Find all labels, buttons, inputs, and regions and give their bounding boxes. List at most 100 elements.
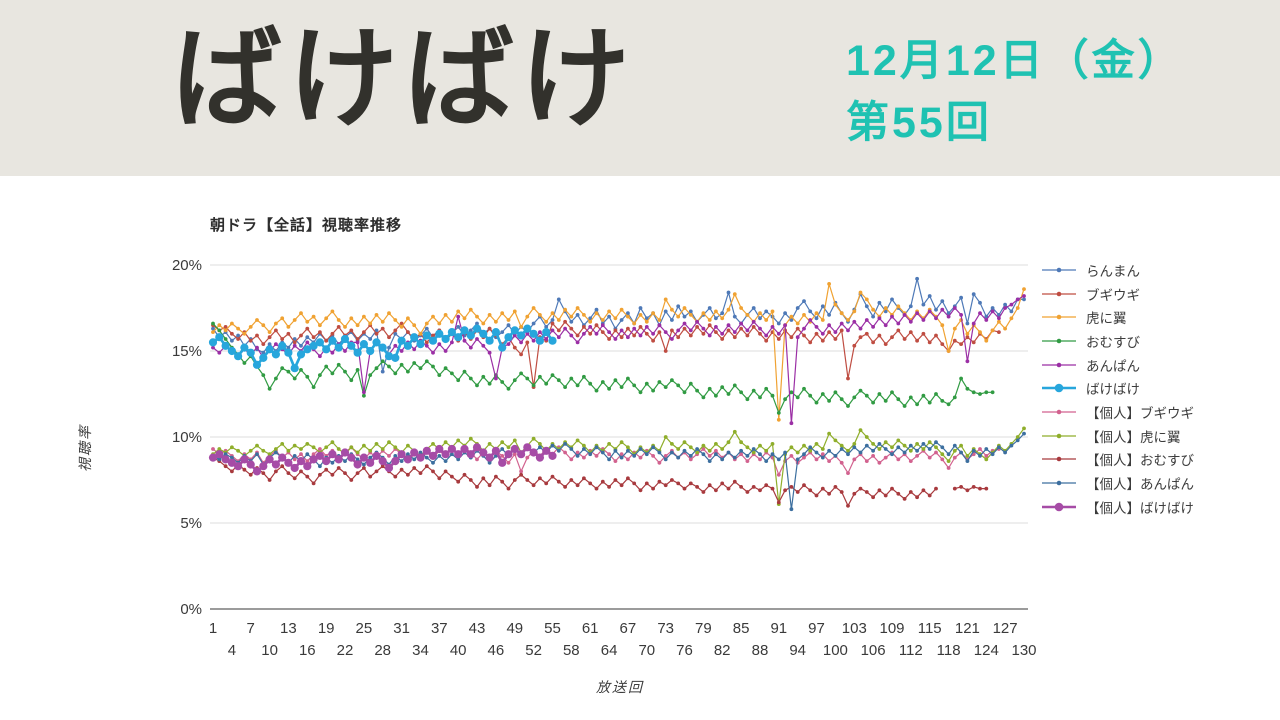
data-point	[651, 445, 655, 450]
data-point	[714, 448, 718, 453]
data-point	[588, 325, 593, 329]
data-point	[726, 450, 731, 455]
data-point	[984, 314, 989, 319]
data-point	[368, 448, 373, 453]
data-point	[877, 460, 882, 465]
data-point	[676, 335, 681, 340]
data-point	[242, 361, 247, 365]
data-point	[682, 306, 687, 310]
data-point	[632, 481, 637, 486]
data-point	[688, 381, 693, 386]
data-point	[512, 333, 517, 338]
data-point	[802, 326, 806, 331]
x-tick-label: 4	[228, 642, 236, 659]
data-point	[864, 331, 869, 336]
x-tick-label: 28	[374, 642, 391, 659]
data-point	[1015, 297, 1020, 302]
data-point	[362, 443, 366, 448]
data-point	[504, 450, 513, 459]
data-point	[676, 447, 681, 451]
data-point	[286, 369, 291, 374]
data-point	[208, 453, 218, 462]
data-point	[362, 462, 366, 467]
data-point	[347, 453, 356, 462]
data-point	[927, 340, 932, 345]
data-point	[217, 457, 222, 462]
data-point	[217, 323, 222, 328]
data-point	[927, 447, 932, 451]
data-point	[309, 455, 318, 464]
x-tick-label: 109	[879, 620, 904, 637]
data-point	[223, 325, 228, 329]
data-point	[349, 445, 354, 450]
data-point	[494, 474, 498, 479]
data-point	[487, 350, 492, 355]
data-point	[292, 340, 297, 345]
data-point	[538, 313, 542, 317]
data-point	[594, 388, 599, 393]
data-point	[324, 364, 329, 369]
data-point	[770, 325, 775, 329]
data-point	[512, 309, 517, 314]
data-point	[384, 463, 394, 473]
data-point	[820, 318, 825, 322]
data-point	[1003, 326, 1007, 331]
data-point	[934, 392, 938, 396]
episode-line: 第55回	[846, 99, 992, 148]
x-tick-label: 130	[1011, 642, 1036, 659]
data-point	[531, 436, 536, 441]
data-point	[311, 335, 316, 340]
data-point	[732, 330, 737, 334]
data-point	[776, 411, 781, 415]
data-point	[638, 333, 643, 338]
data-point	[550, 373, 555, 377]
data-point	[305, 459, 310, 463]
data-point	[435, 329, 444, 338]
data-point	[292, 376, 297, 381]
data-point	[682, 440, 687, 445]
data-point	[456, 457, 461, 462]
data-point	[613, 478, 618, 482]
data-point	[506, 323, 511, 328]
data-point	[921, 442, 926, 446]
data-point	[311, 314, 316, 319]
x-tick-label: 52	[525, 642, 542, 659]
data-point	[366, 346, 375, 356]
data-point	[676, 328, 681, 333]
data-point	[663, 483, 668, 488]
data-point	[613, 448, 618, 453]
legend-swatch-icon	[1042, 383, 1076, 393]
data-point	[795, 490, 800, 494]
data-point	[638, 447, 643, 451]
data-point	[644, 316, 649, 321]
data-point	[814, 450, 819, 455]
data-point	[355, 471, 360, 475]
data-point	[751, 306, 756, 310]
data-point	[278, 453, 287, 462]
data-point	[632, 333, 637, 338]
data-point	[638, 455, 643, 460]
data-point	[720, 311, 725, 316]
data-point	[751, 485, 756, 489]
data-point	[908, 319, 913, 324]
data-point	[450, 340, 454, 345]
data-point	[739, 440, 743, 445]
data-point	[431, 364, 435, 369]
data-point	[462, 316, 467, 321]
data-point	[657, 318, 662, 322]
data-point	[952, 306, 957, 310]
data-point	[512, 438, 517, 443]
data-point	[714, 488, 718, 493]
data-point	[695, 319, 699, 324]
data-point	[921, 393, 926, 398]
data-point	[265, 455, 274, 464]
data-point	[997, 330, 1001, 334]
data-point	[959, 295, 963, 300]
x-tick-label: 103	[842, 620, 867, 637]
data-point	[479, 329, 488, 338]
data-point	[965, 454, 970, 458]
data-point	[315, 338, 324, 347]
data-point	[500, 479, 505, 484]
data-point	[525, 376, 530, 381]
